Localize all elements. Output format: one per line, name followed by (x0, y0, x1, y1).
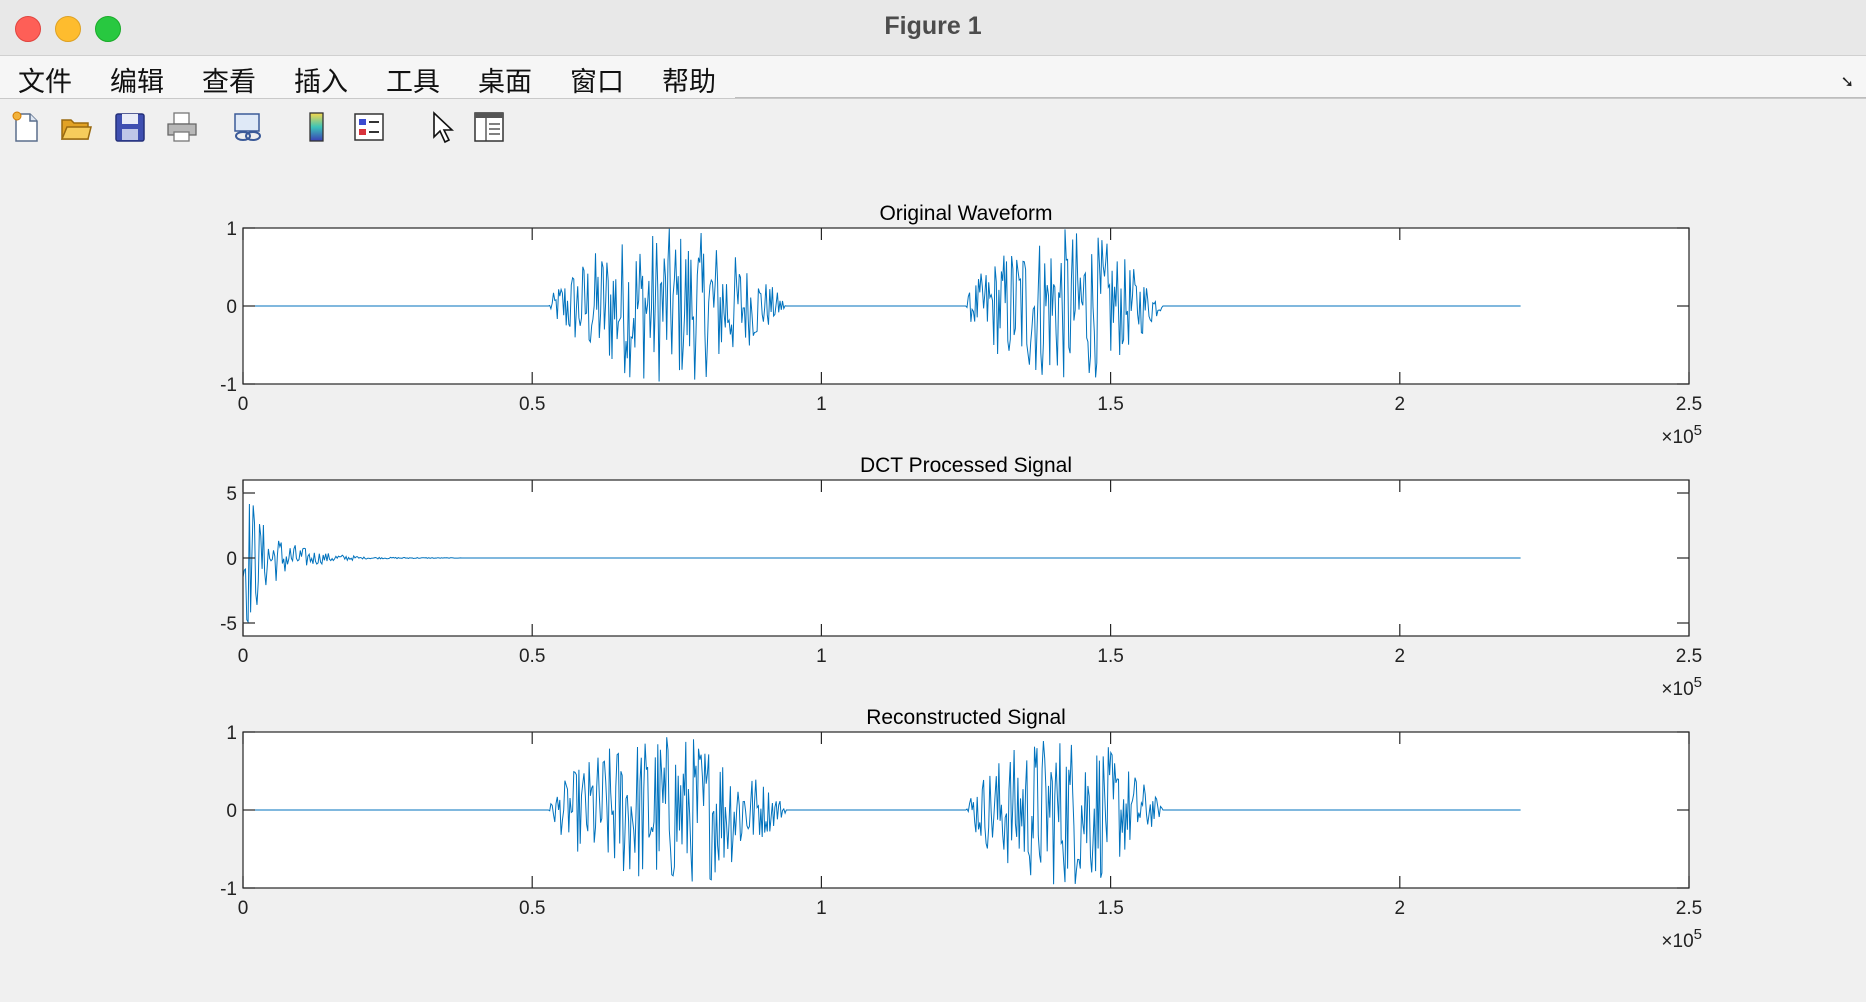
exponent-power: 5 (1694, 422, 1702, 439)
signal-line (243, 737, 1521, 885)
x-tick-label: 0 (238, 898, 249, 919)
y-tick-label: 1 (226, 723, 237, 744)
link-plot-icon[interactable] (231, 110, 265, 144)
x-tick-label: 1 (816, 898, 827, 919)
y-tick-label: 0 (226, 549, 237, 570)
x-tick-label: 2.5 (1676, 898, 1702, 919)
plot-title: Original Waveform (879, 202, 1052, 225)
x-tick-label: 2 (1395, 646, 1406, 667)
plot-title: Reconstructed Signal (866, 706, 1066, 729)
y-tick-label: -1 (220, 879, 237, 900)
exponent-base: ×10 (1661, 931, 1693, 952)
y-tick-label: -5 (220, 614, 237, 635)
pointer-icon[interactable] (426, 110, 460, 144)
x-tick-label: 0 (238, 394, 249, 415)
x-exponent-label: ×105 (1661, 422, 1702, 448)
signal-line (242, 503, 1521, 624)
undock-icon[interactable]: ➘ (1840, 72, 1854, 91)
y-tick-label: 1 (226, 219, 237, 240)
x-tick-label: 2 (1395, 394, 1406, 415)
colorbar-icon[interactable] (300, 110, 334, 144)
open-file-icon[interactable] (59, 110, 93, 144)
signal-line (243, 228, 1521, 382)
x-tick-label: 1.5 (1097, 394, 1123, 415)
x-tick-label: 0 (238, 646, 249, 667)
x-tick-label: 1.5 (1097, 898, 1123, 919)
save-icon[interactable] (113, 110, 147, 144)
legend-icon[interactable] (352, 110, 386, 144)
minimize-button[interactable] (55, 16, 81, 42)
x-tick-label: 1.5 (1097, 646, 1123, 667)
x-tick-label: 1 (816, 394, 827, 415)
new-figure-icon[interactable] (9, 110, 43, 144)
menu-edit[interactable]: 编辑 (110, 67, 164, 98)
menu-view[interactable]: 查看 (202, 67, 256, 98)
menu-file[interactable]: 文件 (18, 67, 72, 98)
x-exponent-label: ×105 (1661, 674, 1702, 700)
close-button[interactable] (15, 16, 41, 42)
plot-title: DCT Processed Signal (860, 454, 1072, 477)
property-inspector-icon[interactable] (472, 110, 506, 144)
x-tick-label: 2 (1395, 898, 1406, 919)
menu-bar: 文件 编辑 查看 插入 工具 桌面 窗口 帮助 ➘ (0, 56, 1866, 99)
x-tick-label: 0.5 (519, 646, 545, 667)
print-icon[interactable] (165, 110, 199, 144)
exponent-base: ×10 (1661, 427, 1693, 448)
toolbar (0, 100, 1866, 152)
exponent-power: 5 (1694, 674, 1702, 691)
menu-window[interactable]: 窗口 (570, 67, 624, 98)
x-tick-label: 0.5 (519, 898, 545, 919)
y-tick-label: -1 (220, 375, 237, 396)
exponent-power: 5 (1694, 926, 1702, 943)
y-tick-label: 5 (226, 484, 237, 505)
menu-separator (735, 97, 1866, 98)
window-title: Figure 1 (884, 12, 982, 40)
x-exponent-label: ×105 (1661, 926, 1702, 952)
x-tick-label: 0.5 (519, 394, 545, 415)
x-tick-label: 2.5 (1676, 646, 1702, 667)
maximize-button[interactable] (95, 16, 121, 42)
menu-help[interactable]: 帮助 (662, 67, 716, 98)
x-tick-label: 1 (816, 646, 827, 667)
menu-insert[interactable]: 插入 (294, 67, 348, 98)
x-tick-label: 2.5 (1676, 394, 1702, 415)
menu-desktop[interactable]: 桌面 (478, 67, 532, 98)
y-tick-label: 0 (226, 297, 237, 318)
exponent-base: ×10 (1661, 679, 1693, 700)
menu-tools[interactable]: 工具 (386, 67, 440, 98)
y-tick-label: 0 (226, 801, 237, 822)
title-bar[interactable]: Figure 1 (0, 0, 1866, 56)
